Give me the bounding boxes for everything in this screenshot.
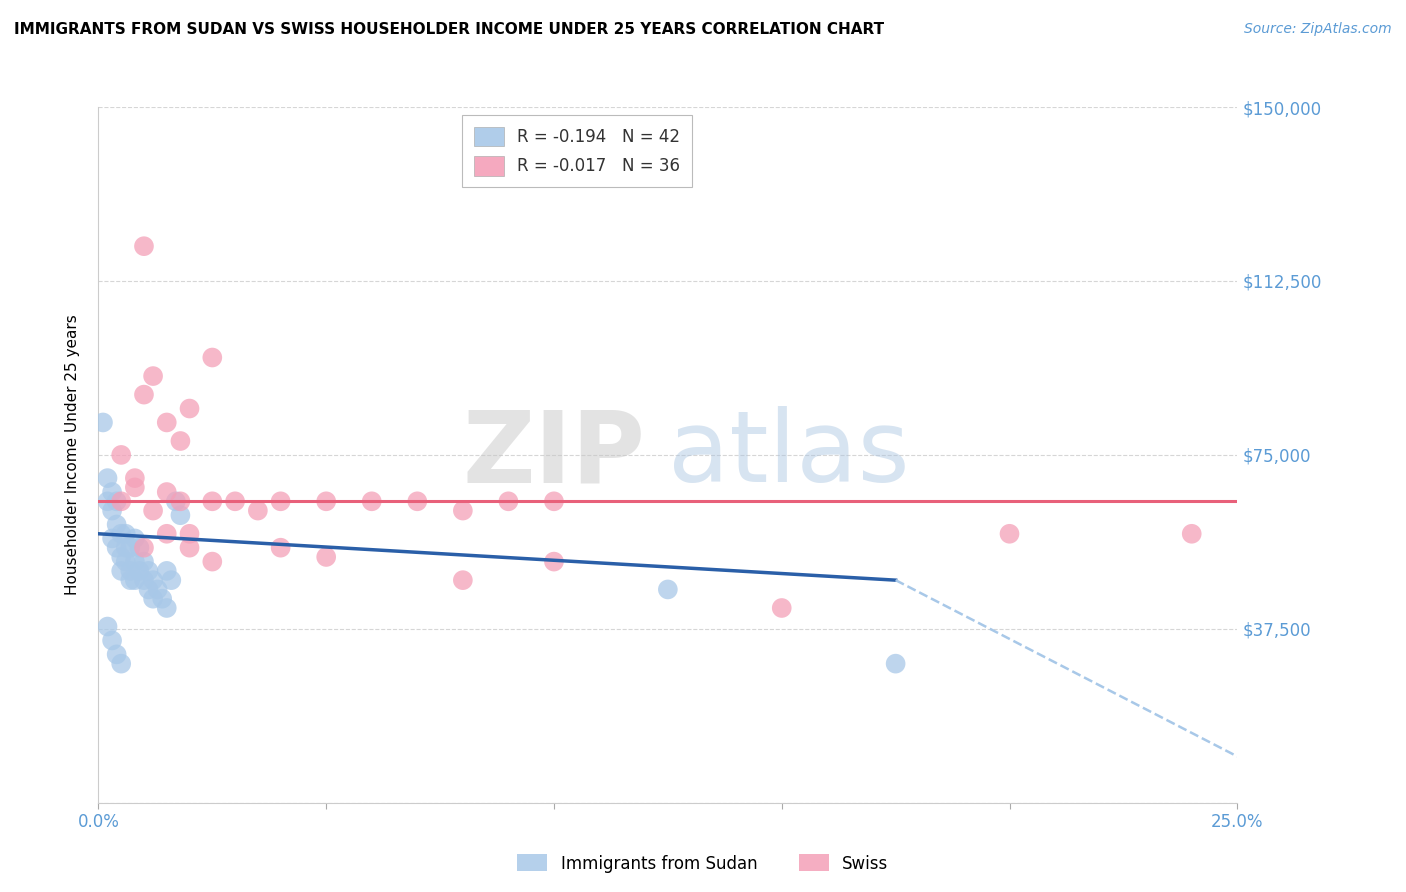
Point <box>315 549 337 564</box>
Point <box>132 541 155 555</box>
Point <box>179 526 201 541</box>
Point <box>360 494 382 508</box>
Point <box>96 471 118 485</box>
Point <box>498 494 520 508</box>
Point <box>160 573 183 587</box>
Text: Source: ZipAtlas.com: Source: ZipAtlas.com <box>1244 22 1392 37</box>
Point <box>156 526 179 541</box>
Point <box>543 494 565 508</box>
Point <box>114 526 136 541</box>
Y-axis label: Householder Income Under 25 years: Householder Income Under 25 years <box>65 315 80 595</box>
Point <box>105 494 128 508</box>
Point <box>110 494 132 508</box>
Point <box>270 541 292 555</box>
Point <box>128 541 150 555</box>
Point <box>105 541 128 555</box>
Point <box>110 526 132 541</box>
Point <box>543 555 565 569</box>
Point <box>114 555 136 569</box>
Point <box>124 573 146 587</box>
Point <box>150 591 173 606</box>
Point <box>101 503 124 517</box>
Point <box>169 434 191 448</box>
Text: ZIP: ZIP <box>463 407 645 503</box>
Point <box>91 416 114 430</box>
Point <box>128 564 150 578</box>
Point <box>110 549 132 564</box>
Point <box>124 555 146 569</box>
Point <box>884 657 907 671</box>
Point <box>142 369 165 384</box>
Point <box>179 401 201 416</box>
Point <box>246 503 269 517</box>
Text: IMMIGRANTS FROM SUDAN VS SWISS HOUSEHOLDER INCOME UNDER 25 YEARS CORRELATION CHA: IMMIGRANTS FROM SUDAN VS SWISS HOUSEHOLD… <box>14 22 884 37</box>
Point <box>138 564 160 578</box>
Point <box>169 494 191 508</box>
Point <box>120 564 142 578</box>
Point <box>142 591 165 606</box>
Point <box>156 416 179 430</box>
Point <box>132 573 155 587</box>
Point <box>270 494 292 508</box>
Point <box>142 573 165 587</box>
Point <box>132 387 155 401</box>
Point <box>96 494 118 508</box>
Point <box>657 582 679 597</box>
Point <box>451 573 474 587</box>
Point <box>201 351 224 365</box>
Point <box>105 648 128 662</box>
Point <box>138 582 160 597</box>
Point <box>998 526 1021 541</box>
Point <box>124 480 146 494</box>
Point <box>1181 526 1204 541</box>
Point <box>201 494 224 508</box>
Point <box>770 601 793 615</box>
Point <box>156 601 179 615</box>
Point <box>315 494 337 508</box>
Point <box>101 485 124 500</box>
Point <box>156 564 179 578</box>
Point <box>101 633 124 648</box>
Legend: R = -0.194   N = 42, R = -0.017   N = 36: R = -0.194 N = 42, R = -0.017 N = 36 <box>463 115 692 187</box>
Point <box>105 517 128 532</box>
Point <box>101 532 124 546</box>
Point <box>201 555 224 569</box>
Point <box>120 573 142 587</box>
Point <box>146 582 169 597</box>
Point <box>451 503 474 517</box>
Point <box>110 564 132 578</box>
Point <box>110 448 132 462</box>
Point <box>110 657 132 671</box>
Point <box>124 471 146 485</box>
Point <box>179 541 201 555</box>
Text: atlas: atlas <box>668 407 910 503</box>
Point <box>120 541 142 555</box>
Point <box>169 508 191 523</box>
Point <box>224 494 246 508</box>
Point <box>114 541 136 555</box>
Point <box>406 494 429 508</box>
Point <box>142 503 165 517</box>
Legend: Immigrants from Sudan, Swiss: Immigrants from Sudan, Swiss <box>510 847 896 880</box>
Point <box>132 555 155 569</box>
Point <box>124 532 146 546</box>
Point <box>156 485 179 500</box>
Point <box>96 619 118 633</box>
Point <box>132 239 155 253</box>
Point <box>165 494 187 508</box>
